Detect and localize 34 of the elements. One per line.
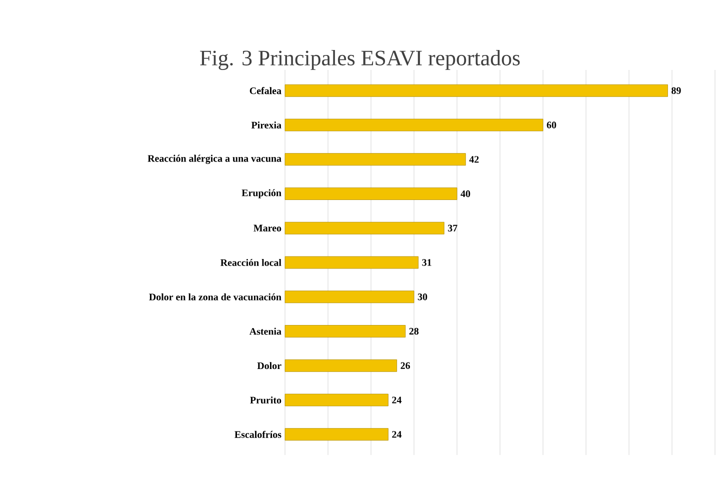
bar xyxy=(284,188,458,200)
data-label: 28 xyxy=(409,328,419,335)
y-tick-label: Mareo xyxy=(254,224,282,232)
data-label: 89 xyxy=(672,87,681,94)
data-label: 42 xyxy=(469,156,479,163)
y-tick-label: Escalofríos xyxy=(234,430,282,438)
y-tick-label: Erupción xyxy=(242,189,282,198)
data-label: 26 xyxy=(400,362,410,369)
data-label: 30 xyxy=(418,294,428,300)
data-label: 31 xyxy=(422,259,432,266)
y-tick-label: Reacción local xyxy=(220,258,282,266)
bar xyxy=(284,290,414,304)
bar xyxy=(284,428,388,441)
data-label: 37 xyxy=(448,224,458,232)
data-label: 24 xyxy=(392,431,402,438)
data-label: 24 xyxy=(392,396,402,404)
bar xyxy=(284,325,406,338)
bar xyxy=(284,359,398,372)
data-label: 40 xyxy=(460,190,470,198)
chart-title: Fig. 3 Principales ESAVI reportados xyxy=(200,50,520,70)
data-label: 60 xyxy=(546,122,556,128)
y-tick-label: Reacción alérgica a una vacuna xyxy=(148,154,282,164)
bar xyxy=(284,153,466,166)
y-tick-label: Dolor xyxy=(257,362,282,370)
y-tick-label: Dolor en la zona de vacunación xyxy=(149,293,282,300)
bar xyxy=(284,118,544,132)
y-tick-label: Astenia xyxy=(249,328,282,335)
y-tick-label: Prurito xyxy=(250,396,282,404)
bar xyxy=(284,256,419,269)
bar xyxy=(284,222,444,234)
bar xyxy=(284,84,668,97)
bar xyxy=(284,394,388,406)
y-tick-label: Pirexia xyxy=(251,121,282,128)
y-tick-label: Cefalea xyxy=(250,87,282,94)
